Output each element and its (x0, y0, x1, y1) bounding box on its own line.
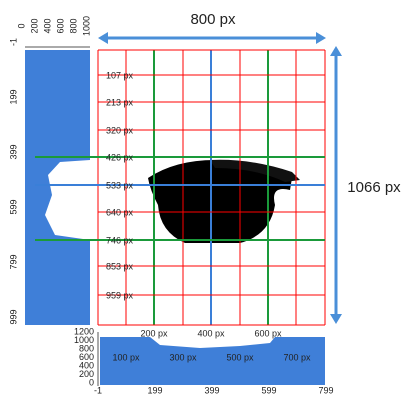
column-tick-label: 199 (147, 385, 162, 395)
column-label: 500 px (226, 352, 254, 362)
row-tick-label: -1 (8, 38, 18, 46)
left-histogram-gap (45, 160, 90, 240)
count-tick-label: 800 (68, 18, 78, 33)
column-tick-label: -1 (94, 385, 102, 395)
count-tick-label: 200 (29, 18, 39, 33)
count-tick-label: 400 (42, 18, 52, 33)
row-tick-label: 199 (8, 89, 18, 104)
row-label: 426 px (106, 152, 134, 162)
column-label: 400 px (197, 328, 225, 338)
count-tick-label: 0 (16, 23, 26, 28)
column-tick-label: 599 (261, 385, 276, 395)
width-label: 800 px (190, 11, 236, 28)
column-tick-label: 799 (318, 385, 333, 395)
column-label: 300 px (169, 352, 197, 362)
row-label: 959 px (106, 290, 134, 300)
row-tick-label: 999 (8, 309, 18, 324)
count-tick-label: 1000 (81, 16, 91, 36)
figure: 800 px 1066 px 107 px 213 px 320 px 426 px 5… (0, 0, 410, 396)
column-label: 600 px (254, 328, 282, 338)
column-tick-label: 399 (204, 385, 219, 395)
row-label: 746 px (106, 235, 134, 245)
row-label: 107 px (106, 70, 134, 80)
row-tick-label: 799 (8, 254, 18, 269)
height-label: 1066 px (347, 179, 401, 196)
column-label: 700 px (283, 352, 311, 362)
row-label: 853 px (106, 261, 134, 271)
row-label: 320 px (106, 125, 134, 135)
row-tick-label: 399 (8, 144, 18, 159)
column-label: 100 px (112, 352, 140, 362)
count-tick-label: 600 (55, 18, 65, 33)
row-tick-label: 599 (8, 199, 18, 214)
row-label: 533 px (106, 180, 134, 190)
row-label: 640 px (106, 207, 134, 217)
column-label: 200 px (140, 328, 168, 338)
row-label: 213 px (106, 97, 134, 107)
